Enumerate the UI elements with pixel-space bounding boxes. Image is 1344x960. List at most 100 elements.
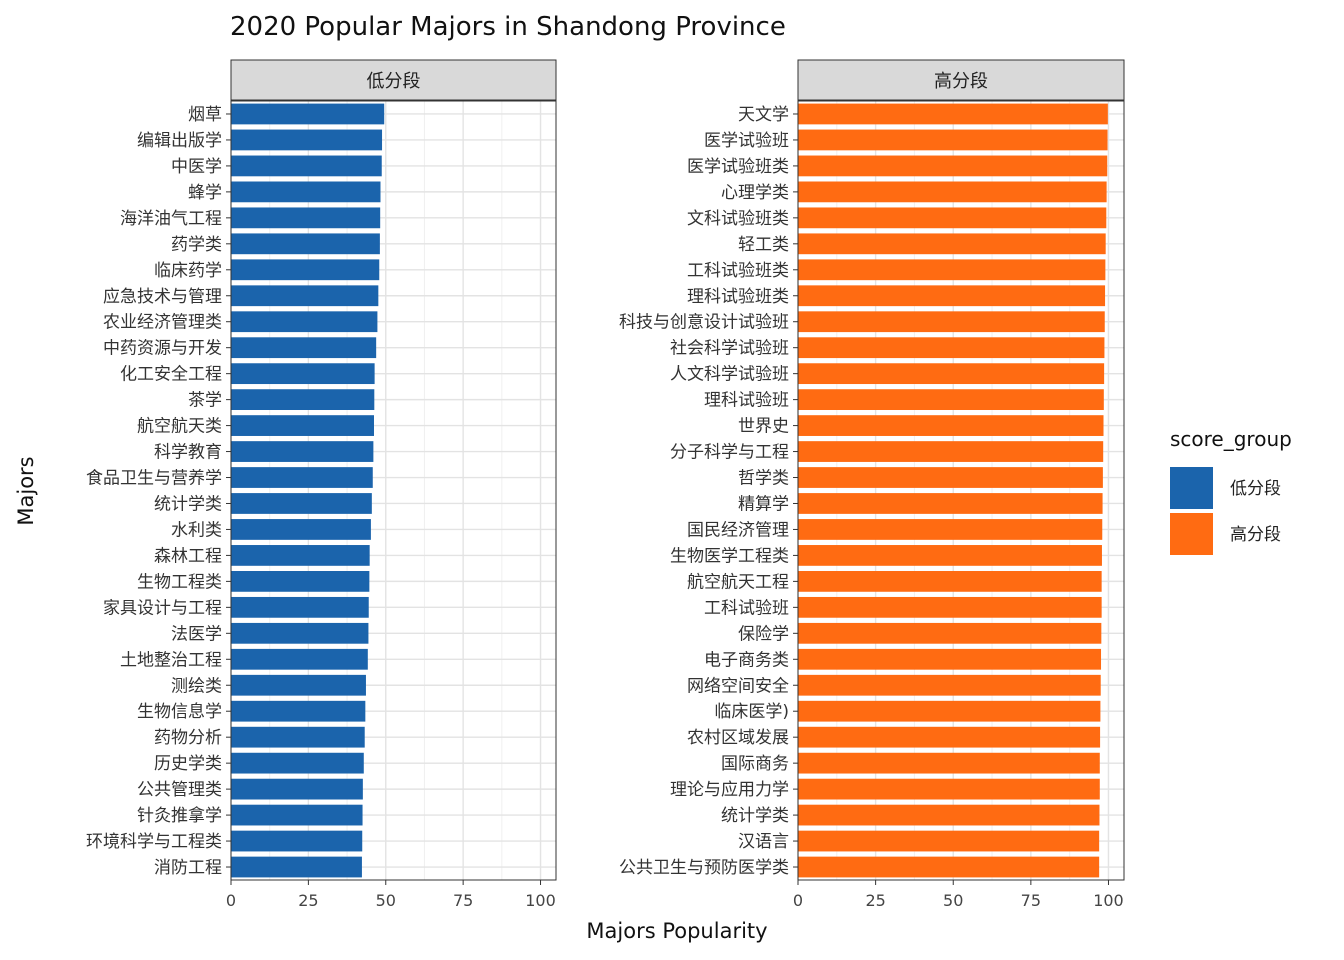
bar (798, 804, 1100, 826)
bar (798, 155, 1108, 177)
panel-border (797, 100, 1125, 881)
category-label: 理论与应用力学 (670, 780, 789, 800)
bar (231, 337, 377, 359)
category-label: 医学试验班 (704, 131, 789, 151)
bar (798, 519, 1103, 540)
bar (798, 596, 1102, 618)
category-label: 保险学 (738, 624, 789, 644)
bar (798, 674, 1101, 696)
bar (231, 415, 374, 436)
category-label: 茶学 (188, 391, 222, 411)
category-label: 医学试验班类 (687, 157, 789, 177)
legend-label: 高分段 (1230, 525, 1281, 545)
category-label: 农村区域发展 (687, 728, 789, 748)
category-label: 应急技术与管理 (103, 287, 222, 307)
category-label: 汉语言 (738, 832, 789, 852)
category-label: 食品卫生与营养学 (86, 469, 222, 489)
x-tick-label: 50 (376, 891, 396, 910)
x-tick-label: 0 (793, 891, 803, 910)
bar (231, 856, 362, 878)
category-label: 农业经济管理类 (103, 313, 222, 333)
category-label: 中药资源与开发 (103, 339, 222, 359)
category-label: 工科试验班类 (687, 261, 789, 281)
bar (231, 181, 381, 203)
category-label: 森林工程 (154, 546, 222, 566)
bar (231, 207, 381, 229)
bar (231, 363, 375, 385)
category-label: 针灸推拿学 (137, 805, 222, 826)
category-label: 消防工程 (154, 858, 222, 878)
bar (231, 752, 364, 774)
bar (798, 415, 1104, 436)
category-label: 家具设计与工程 (103, 598, 222, 618)
x-tick-label: 0 (226, 891, 236, 910)
bar (231, 311, 378, 333)
category-label: 统计学类 (154, 494, 222, 514)
category-label: 科学教育 (154, 443, 222, 463)
category-label: 水利类 (171, 520, 222, 540)
category-label: 科技与创意设计试验班 (619, 313, 789, 333)
facet-strip-label: 高分段 (934, 71, 988, 92)
x-tick-label: 100 (525, 891, 556, 910)
bar (798, 103, 1108, 125)
bar (798, 233, 1106, 255)
bar (798, 570, 1102, 592)
legend-title: score_group (1170, 427, 1292, 451)
bar (798, 778, 1100, 800)
y-axis-title: Majors (14, 456, 38, 525)
category-label: 编辑出版学 (137, 131, 222, 151)
bar (231, 830, 363, 852)
bar (798, 363, 1105, 385)
category-label: 生物工程类 (137, 572, 222, 592)
category-label: 航空航天工程 (687, 572, 789, 592)
bar (798, 726, 1101, 748)
bar (798, 493, 1103, 514)
category-label: 航空航天类 (137, 417, 222, 437)
legend-label: 低分段 (1230, 479, 1281, 499)
chart-panels: 低分段烟草编辑出版学中医学蜂学海洋油气工程药学类临床药学应急技术与管理农业经济管… (86, 59, 1125, 910)
bar (231, 674, 366, 696)
x-axis-title: Majors Popularity (586, 919, 767, 943)
bar (798, 622, 1102, 644)
bar (231, 129, 383, 151)
category-label: 社会科学试验班 (670, 339, 789, 359)
x-tick-label: 75 (1021, 891, 1041, 910)
bar (231, 570, 370, 592)
bar (231, 596, 369, 618)
category-label: 生物信息学 (137, 702, 222, 722)
category-label: 世界史 (738, 417, 789, 437)
category-label: 心理学类 (721, 183, 789, 203)
legend-swatch (1170, 513, 1213, 555)
category-label: 化工安全工程 (120, 365, 222, 385)
category-label: 环境科学与工程类 (86, 832, 222, 852)
legend-swatch (1170, 467, 1213, 509)
chart-title: 2020 Popular Majors in Shandong Province (230, 12, 786, 42)
bar (231, 519, 371, 540)
bar (231, 545, 370, 566)
bar (798, 545, 1102, 566)
panel-2: 高分段天文学医学试验班医学试验班类心理学类文科试验班类轻工类工科试验班类理科试验… (619, 59, 1125, 910)
category-label: 精算学 (738, 494, 789, 514)
category-label: 法医学 (171, 624, 222, 644)
bar (798, 389, 1104, 411)
category-label: 文科试验班类 (687, 209, 789, 229)
bar (798, 700, 1101, 722)
bar (798, 752, 1100, 774)
bar (798, 830, 1100, 852)
bar (231, 233, 380, 255)
bar (231, 285, 379, 307)
bar (231, 389, 375, 411)
bar (231, 778, 363, 800)
category-label: 生物医学工程类 (670, 546, 789, 566)
category-label: 国民经济管理 (687, 520, 789, 540)
bar (798, 181, 1107, 203)
bar (798, 129, 1108, 151)
category-label: 分子科学与工程 (670, 443, 789, 463)
panel-1: 低分段烟草编辑出版学中医学蜂学海洋油气工程药学类临床药学应急技术与管理农业经济管… (86, 59, 557, 910)
bar (231, 155, 382, 177)
category-label: 统计学类 (721, 806, 789, 826)
bar (798, 285, 1106, 307)
x-tick-label: 25 (865, 891, 885, 910)
